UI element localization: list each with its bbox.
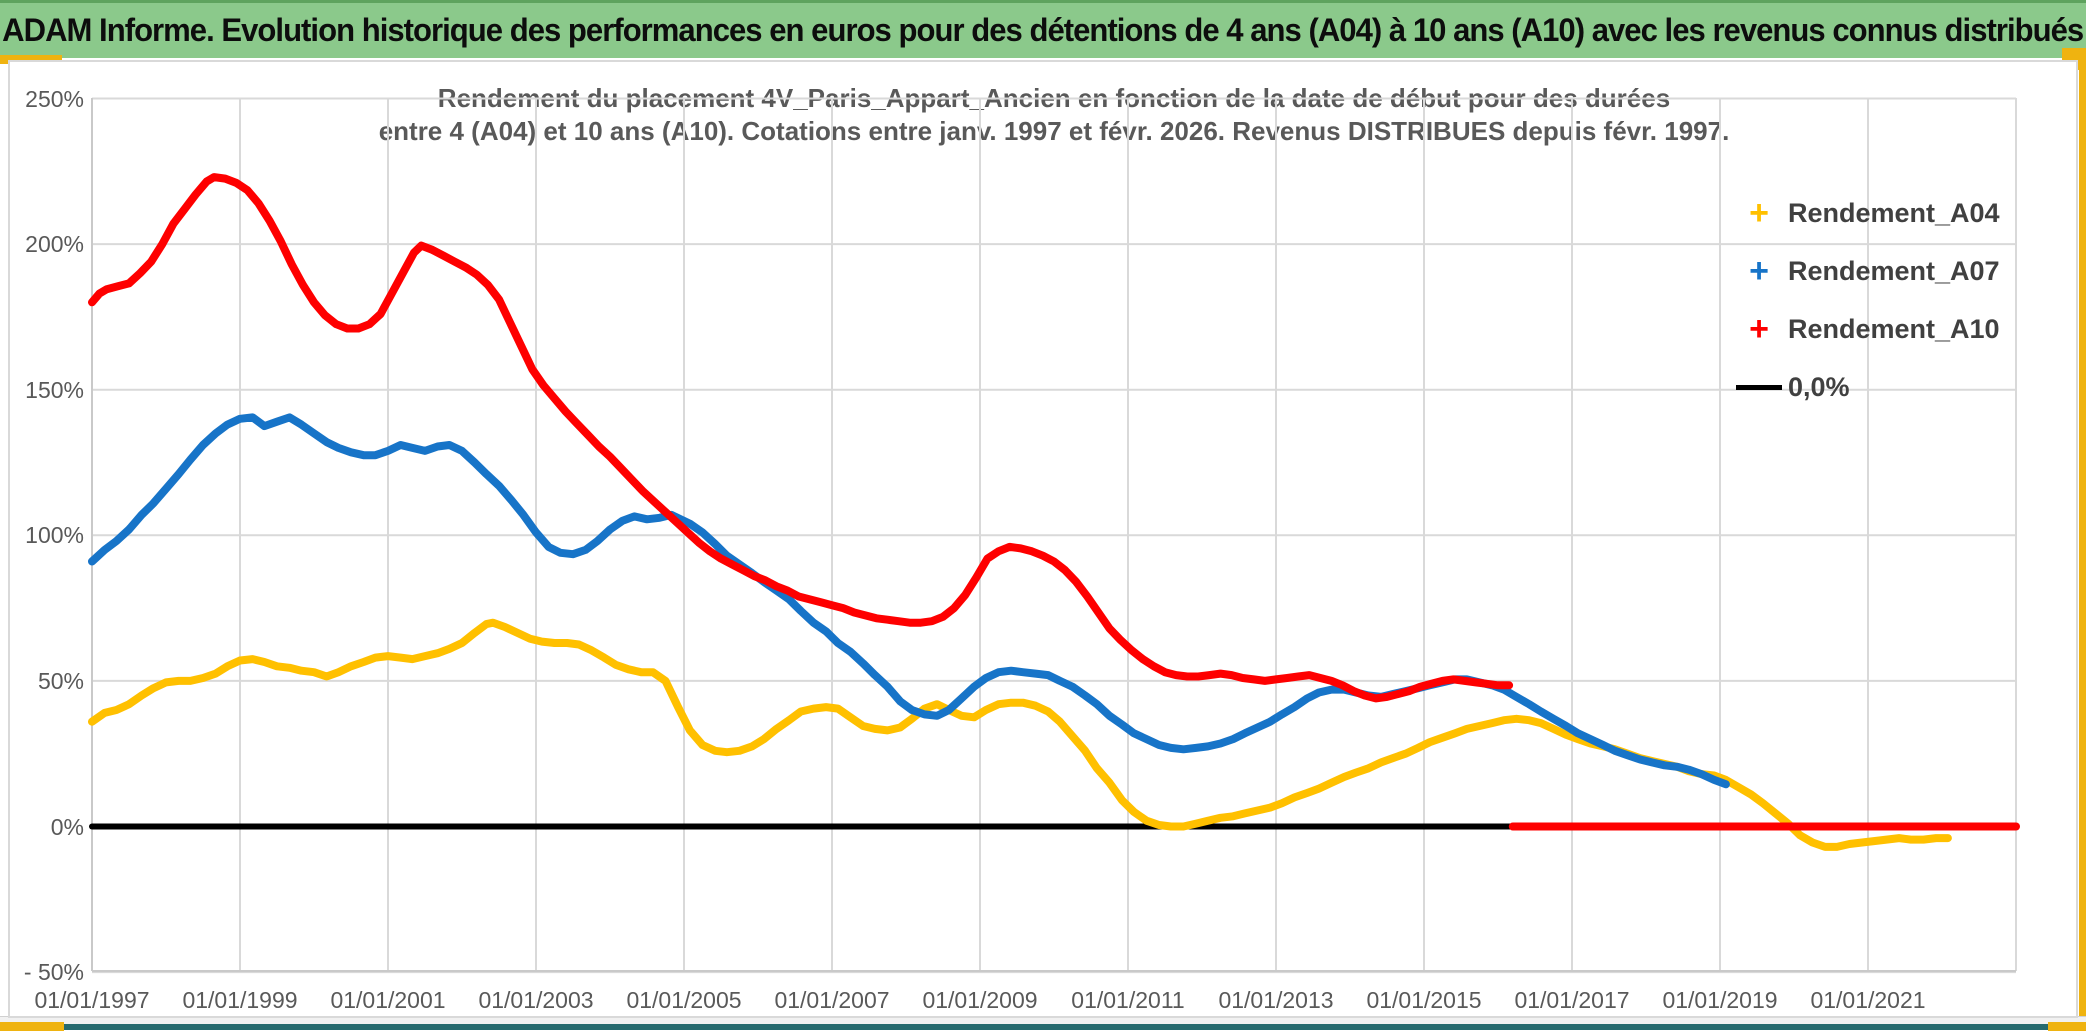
y-tick-label: 0% (50, 813, 84, 840)
x-tick-label: 01/01/2001 (330, 987, 446, 1013)
gold-corner-bottom-right (2048, 1022, 2086, 1031)
gold-block-bottom-left (0, 1022, 64, 1031)
banner-title-text: ADAM Informe. Evolution historique des p… (2, 12, 2084, 48)
x-tick-label: 01/01/2003 (478, 987, 594, 1013)
black-line-icon (1736, 384, 1782, 390)
plus-marker-icon: + (1749, 252, 1769, 290)
plus-marker-icon: + (1749, 310, 1769, 348)
legend-label-a07: Rendement_A07 (1788, 255, 2000, 286)
legend-label-a10: Rendement_A10 (1788, 313, 2000, 344)
y-tick-label: - 50% (23, 959, 84, 986)
series-rendement-a04 (88, 618, 1952, 851)
x-tick-label: 01/01/1997 (34, 987, 150, 1013)
x-tick-label: 01/01/2011 (1071, 987, 1185, 1013)
x-tick-label: 01/01/2015 (1366, 987, 1482, 1013)
gold-tab-top-left (0, 55, 62, 64)
plus-marker-icon: + (1749, 194, 1769, 232)
legend-row-a04: + Rendement_A04 (1736, 184, 2000, 242)
y-tick-label: 200% (25, 231, 84, 258)
x-tick-label: 01/01/2021 (1810, 987, 1926, 1013)
legend-row-a07: + Rendement_A07 (1736, 242, 2000, 300)
legend-row-zero: 0,0% (1736, 358, 2000, 416)
x-tick-label: 01/01/2009 (922, 987, 1038, 1013)
x-tick-label: 01/01/2007 (774, 987, 890, 1013)
x-tick-label: 01/01/2013 (1218, 987, 1334, 1013)
x-tick-label: 01/01/1999 (182, 987, 298, 1013)
y-tick-label: 50% (37, 667, 84, 694)
y-tick-label: 100% (25, 522, 84, 549)
x-tick-label: 01/01/2005 (626, 987, 742, 1013)
legend-row-a10: + Rendement_A10 (1736, 300, 2000, 358)
legend: + Rendement_A04 + Rendement_A07 + Rendem… (1736, 184, 2000, 416)
series-rendement-a10 (88, 173, 1514, 703)
x-tick-label: 01/01/2019 (1662, 987, 1778, 1013)
bottom-teal-line (64, 1024, 2062, 1030)
x-tick-label: 01/01/2017 (1514, 987, 1630, 1013)
y-tick-label: 150% (25, 376, 84, 403)
chart-title-line2: entre 4 (A04) et 10 ans (A10). Cotations… (378, 116, 1730, 146)
title-banner: ADAM Informe. Evolution historique des p… (0, 0, 2086, 58)
chart-card[interactable] (8, 60, 2078, 1018)
legend-label-a04: Rendement_A04 (1788, 197, 2000, 228)
y-tick-label: 250% (25, 85, 84, 112)
legend-label-zero: 0,0% (1788, 371, 1850, 402)
gold-strip-right-edge (2079, 48, 2086, 1031)
